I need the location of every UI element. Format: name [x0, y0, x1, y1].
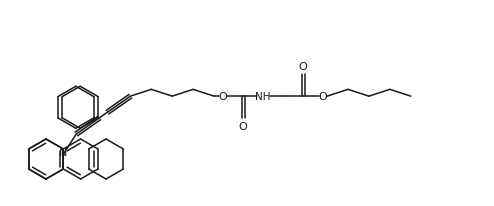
Text: N: N: [59, 148, 68, 158]
Text: O: O: [319, 92, 328, 102]
Text: O: O: [239, 122, 247, 131]
Text: O: O: [299, 62, 307, 72]
Text: O: O: [219, 92, 227, 102]
Text: NH: NH: [255, 92, 271, 102]
